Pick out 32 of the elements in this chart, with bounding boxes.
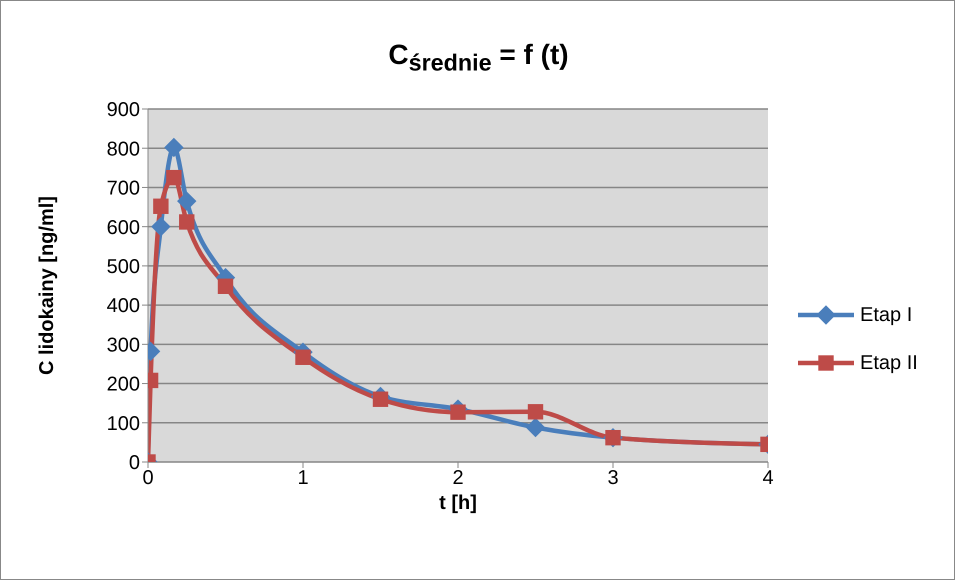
y-tick-label: 800 bbox=[106, 138, 140, 160]
point bbox=[295, 350, 311, 365]
y-tick-label: 300 bbox=[106, 334, 140, 356]
point bbox=[166, 170, 182, 186]
y-tick-label: 100 bbox=[106, 412, 140, 435]
y-tick-label: 900 bbox=[106, 99, 140, 122]
point bbox=[526, 418, 545, 437]
x-tick-label: 3 bbox=[607, 467, 619, 490]
legend-label: Etap I bbox=[860, 304, 912, 326]
x-tick-label: 4 bbox=[762, 467, 774, 490]
y-tick-label: 700 bbox=[106, 178, 140, 200]
x-tick-label: 1 bbox=[297, 467, 309, 490]
point bbox=[450, 404, 466, 420]
y-tick-label: 200 bbox=[106, 374, 140, 396]
point bbox=[177, 192, 196, 211]
point bbox=[218, 278, 234, 294]
y-tick-label: 400 bbox=[106, 295, 140, 318]
point bbox=[179, 214, 194, 230]
legend-label: Etap II bbox=[860, 352, 918, 374]
y-axis-title: C lidokainy [ng/ml] bbox=[36, 196, 58, 375]
point bbox=[153, 198, 169, 214]
point bbox=[528, 404, 544, 420]
point bbox=[372, 392, 388, 407]
x-tick-label: 2 bbox=[452, 467, 464, 490]
y-tick-label: 500 bbox=[106, 256, 140, 278]
y-tick-label: 0 bbox=[128, 452, 140, 474]
x-tick-label: 0 bbox=[142, 467, 154, 490]
chart-title: C$_{średnie}$ = f (t) bbox=[387, 39, 570, 77]
point bbox=[151, 217, 170, 236]
x-axis-title: t [h] bbox=[439, 492, 477, 514]
point bbox=[164, 138, 184, 157]
y-tick-label: 600 bbox=[106, 216, 140, 239]
